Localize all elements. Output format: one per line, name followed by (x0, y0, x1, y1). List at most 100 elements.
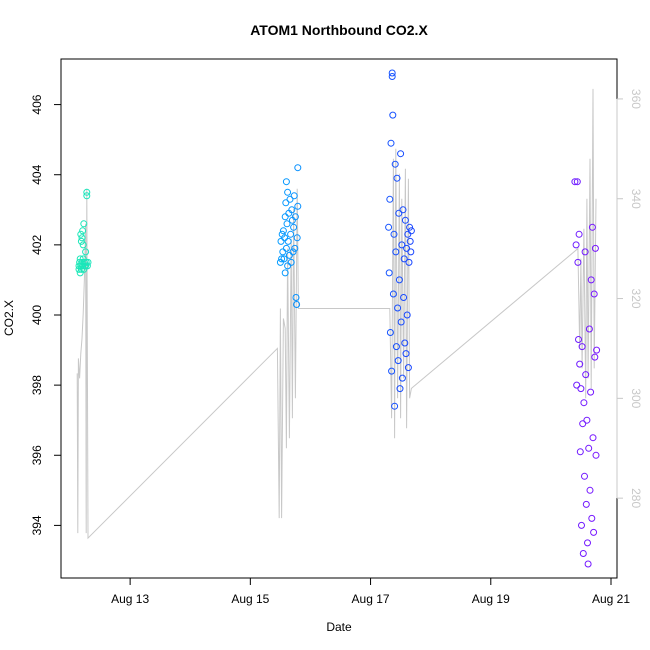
data-point (291, 244, 299, 252)
data-point (387, 139, 395, 147)
data-point (581, 472, 588, 480)
data-point (406, 223, 414, 231)
data-point (279, 227, 287, 235)
data-point (581, 248, 589, 256)
data-point (386, 329, 394, 336)
data-point (77, 237, 85, 245)
data-point (285, 251, 293, 259)
data-point (75, 265, 83, 273)
data-point (278, 255, 286, 263)
data-point (392, 343, 400, 351)
data-point (406, 237, 414, 245)
y-tick-label: 398 (30, 375, 44, 395)
data-point (572, 241, 580, 249)
data-point (391, 402, 399, 410)
y-tick-label: 404 (30, 164, 44, 184)
data-point (582, 371, 590, 379)
y-axis-label: CO2.X (2, 300, 16, 336)
data-point (588, 514, 596, 522)
data-point (576, 360, 584, 368)
data-point (395, 276, 403, 284)
data-point (289, 248, 297, 256)
data-point (396, 385, 404, 393)
data-point (575, 336, 582, 343)
data-point (385, 269, 393, 277)
x-tick-label: Aug 15 (231, 592, 269, 606)
data-point (284, 237, 292, 245)
data-point (578, 521, 585, 529)
data-point (576, 448, 584, 456)
data-point (82, 248, 90, 256)
data-point (398, 241, 406, 249)
data-point (293, 234, 301, 242)
data-point (287, 258, 295, 266)
data-point (287, 230, 295, 238)
data-point (388, 73, 396, 80)
data-point (392, 248, 400, 256)
data-point (76, 255, 84, 263)
data-point (291, 213, 299, 221)
data-point (281, 269, 289, 277)
data-point (391, 160, 399, 168)
data-point (579, 420, 587, 428)
data-point (583, 416, 591, 424)
data-point (580, 399, 588, 407)
data-point (79, 262, 87, 270)
data-point (388, 69, 396, 77)
data-point (76, 269, 84, 277)
data-point (288, 206, 296, 214)
data-point (584, 560, 592, 568)
x-axis-label: Date (326, 620, 352, 634)
data-point (278, 230, 286, 238)
data-point (588, 223, 596, 231)
data-point (577, 385, 585, 393)
data-point (591, 244, 599, 252)
data-point (294, 164, 302, 172)
y-axis: 394 396 398 400 402 404 406 (30, 94, 62, 535)
data-point (404, 230, 412, 238)
data-point (282, 178, 290, 186)
data-point (83, 188, 91, 196)
data-point (286, 195, 294, 203)
data-point (401, 339, 409, 347)
data-point (587, 276, 595, 284)
data-point (587, 388, 595, 396)
data-point (394, 304, 402, 312)
data-point (589, 434, 597, 442)
data-point (403, 311, 411, 319)
data-point (293, 301, 301, 308)
series-line-layer (76, 88, 597, 540)
data-point (573, 178, 581, 186)
data-point (574, 258, 582, 266)
y-tick-label: 406 (30, 94, 44, 114)
data-point (290, 192, 298, 200)
data-point (399, 206, 407, 214)
y-tick-label: 394 (30, 515, 44, 535)
right-y-tick-label: 300 (629, 388, 643, 408)
data-point (80, 265, 88, 273)
data-point (284, 262, 292, 270)
right-y-tick-label: 360 (629, 89, 643, 109)
x-tick-label: Aug 21 (592, 592, 630, 606)
data-point (83, 192, 91, 200)
data-point (585, 444, 593, 452)
data-point (579, 550, 587, 557)
data-point (83, 262, 91, 270)
data-point (582, 500, 590, 508)
data-point (284, 188, 292, 196)
right-y-tick-label: 320 (629, 289, 643, 309)
data-point (390, 230, 398, 238)
data-point (403, 244, 411, 252)
y-tick-label: 402 (30, 235, 44, 255)
x-tick-label: Aug 13 (111, 592, 149, 606)
data-point (282, 199, 290, 207)
data-point (277, 237, 285, 245)
data-point (397, 318, 405, 326)
data-point (394, 357, 402, 365)
data-point (280, 255, 288, 263)
x-tick-label: Aug 17 (352, 592, 390, 606)
data-point (78, 234, 86, 242)
y-tick-label: 400 (30, 305, 44, 325)
data-point (407, 248, 415, 256)
